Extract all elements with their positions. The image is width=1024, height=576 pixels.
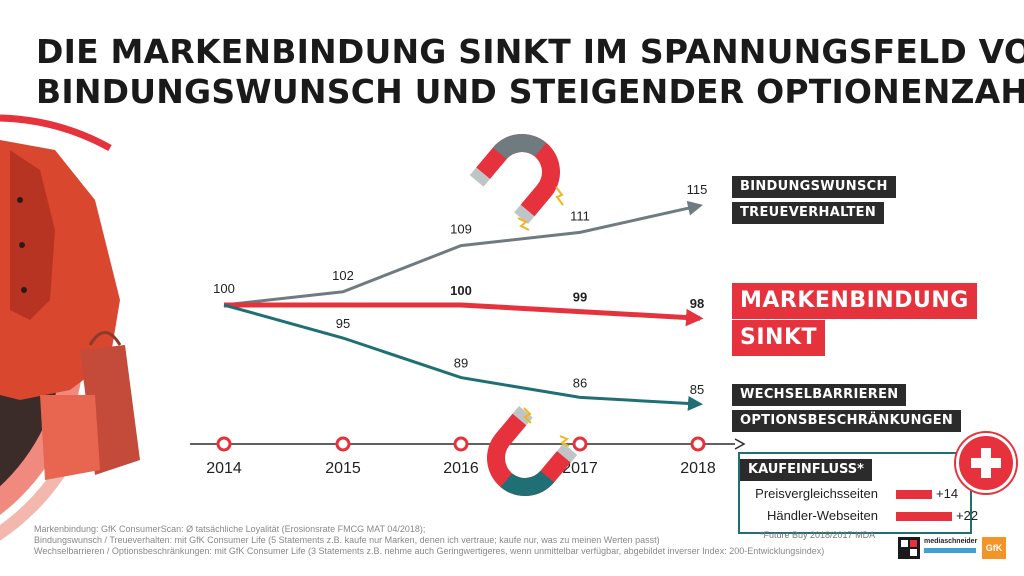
gfk-logo: GfK xyxy=(982,537,1006,559)
kaufeinfluss-row: Preisvergleichsseiten +14 xyxy=(744,486,974,504)
x-axis-marker xyxy=(690,436,706,452)
spark-icon xyxy=(523,407,532,424)
data-label-bindungswunsch: 102 xyxy=(332,268,354,283)
x-axis-arrow xyxy=(734,438,746,450)
series-line-bindungswunsch xyxy=(223,200,703,307)
data-label-bindungswunsch: 115 xyxy=(687,182,708,197)
kaufeinfluss-title: KAUFEINFLUSS* xyxy=(740,459,872,481)
title-line-1: DIE MARKENBINDUNG SINKT IM SPANNUNGSFELD… xyxy=(36,32,1024,71)
kaufeinfluss-bar xyxy=(896,490,932,499)
spark-icon xyxy=(555,186,564,206)
tag-treueverhalten: TREUEVERHALTEN xyxy=(732,202,885,224)
title-line-2: BINDUNGSWUNSCH UND STEIGENDER OPTIONENZA… xyxy=(36,72,1024,111)
spark-icon xyxy=(517,217,530,231)
x-axis-marker xyxy=(453,436,469,452)
kaufeinfluss-footnote: *Future Buy 2018/2017 MDA xyxy=(760,530,876,540)
tag-markenbindung: MARKENBINDUNG xyxy=(732,283,977,319)
x-tick-label: 2017 xyxy=(562,460,598,477)
x-axis-marker xyxy=(216,436,232,452)
tag-sinkt: SINKT xyxy=(732,320,825,356)
kaufeinfluss-label: Händler-Webseiten xyxy=(766,508,878,523)
magnet-icon xyxy=(469,134,560,225)
footnote-line: Bindungswunsch / Treueverhalten: mit GfK… xyxy=(34,535,660,545)
data-label-wechselbarrieren: 95 xyxy=(336,316,350,331)
mediaschneider-logo: mediaschneider xyxy=(924,537,977,559)
spark-icon xyxy=(559,435,570,447)
kaufeinfluss-value: +22 xyxy=(956,508,979,523)
kaufeinfluss-value: +14 xyxy=(936,486,959,501)
footnote-line: Wechselbarrieren / Optionsbeschränkungen… xyxy=(34,546,825,556)
kaufeinfluss-bar xyxy=(896,512,952,521)
kaufeinfluss-row: Händler-Webseiten +22 xyxy=(744,508,978,526)
data-label-wechselbarrieren: 89 xyxy=(454,356,468,371)
tag-bindungswunsch: BINDUNGSWUNSCH xyxy=(732,176,896,198)
kaufeinfluss-label: Preisvergleichsseiten xyxy=(755,486,878,501)
x-tick-label: 2016 xyxy=(443,460,479,477)
mediaschneider-logo-icon xyxy=(898,537,920,559)
data-label-bindungswunsch: 109 xyxy=(450,222,472,237)
hero-photo xyxy=(0,140,140,541)
data-label-wechselbarrieren: 86 xyxy=(573,375,587,390)
x-tick-label: 2018 xyxy=(680,460,716,477)
data-label-markenbindung: 98 xyxy=(690,296,704,311)
x-axis-marker xyxy=(335,436,351,452)
page-title: DIE MARKENBINDUNG SINKT IM SPANNUNGSFELD… xyxy=(36,32,1024,112)
x-tick-label: 2015 xyxy=(325,460,361,477)
tag-wechselbarrieren: WECHSELBARRIEREN xyxy=(732,384,907,406)
x-axis-marker xyxy=(572,436,588,452)
data-label-markenbindung: 99 xyxy=(573,290,587,305)
magnet-icon-bottom xyxy=(487,405,578,496)
x-tick-label: 2014 xyxy=(206,460,242,477)
data-label-markenbindung: 100 xyxy=(450,283,472,298)
series-line-markenbindung xyxy=(224,302,704,327)
data-label-wechselbarrieren: 85 xyxy=(690,382,704,397)
data-label-bindungswunsch: 100 xyxy=(213,281,235,296)
data-label-bindungswunsch: 111 xyxy=(570,208,590,223)
plus-icon xyxy=(956,433,1016,493)
arc-accent xyxy=(0,114,112,152)
series-line-wechselbarrieren xyxy=(223,303,703,411)
footnote-line: Markenbindung: GfK ConsumerScan: Ø tatsä… xyxy=(34,524,426,534)
source-footnotes: Markenbindung: GfK ConsumerScan: Ø tatsä… xyxy=(34,524,824,557)
tag-optionsbeschraenkungen: OPTIONSBESCHRÄNKUNGEN xyxy=(732,410,962,432)
